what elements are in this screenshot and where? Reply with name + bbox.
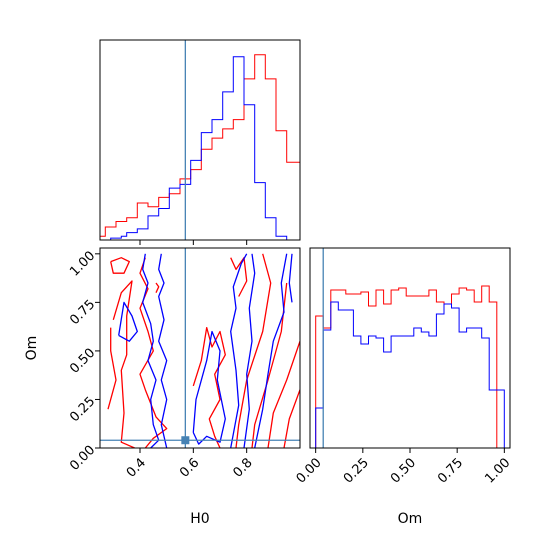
x-tick-label: 0.4 [124,455,149,480]
contour-line-series-2 [288,253,293,303]
contour-line-series-2 [118,301,138,342]
y-tick-label: 0.00 [67,443,98,474]
x-axis-label-H0: H0 [190,511,209,527]
contour-line-series-1 [235,253,272,448]
x-tick-label: 0.00 [294,455,325,486]
histogram-series-1 [100,54,300,240]
y-tick-label: 0.25 [67,394,98,425]
x-tick-label: 0.75 [435,455,466,486]
y-axis-label-Om: Om [24,336,40,361]
contour-line-series-2 [142,253,160,448]
contour-line-series-1 [155,282,160,293]
panel-hist-Om: 0.00 0.25 0.50 0.75 1.00 Om [294,247,513,527]
panel-contour-H0-Om: 0.4 0.6 0.8 0.00 0.25 0.50 0.75 1.00 H0 Om [24,247,301,527]
y-tick-label: 1.00 [67,249,98,280]
hist-H0-frame [99,39,301,241]
histogram-series-2 [100,56,300,240]
contour-line-series-1 [110,257,130,274]
x-tick-label: 0.50 [388,455,419,486]
y-tick-label: 0.50 [67,346,98,377]
contour-line-series-1 [283,389,300,448]
contour-line-series-1 [107,327,117,410]
panel-hist-H0 [99,39,301,245]
histogram-series-1 [315,285,505,448]
x-tick-label: 0.6 [177,455,202,480]
contour-line-series-1 [192,326,226,448]
contour-line-series-2 [230,253,248,448]
histogram-series-2 [315,301,505,448]
contour-line-series-2 [192,330,226,445]
contour-frame [99,247,301,449]
x-axis-label-Om: Om [398,511,423,527]
hist-Om-frame [309,247,511,449]
contour-line-series-2 [254,253,288,448]
x-tick-label: 0.25 [341,455,372,486]
x-tick-label: 1.00 [482,455,513,486]
contour-line-series-1 [112,280,135,448]
contour-line-series-2 [243,253,256,448]
x-tick-label: 0.8 [230,455,255,480]
truth-marker [181,436,190,445]
y-tick-label: 0.75 [67,297,98,328]
contour-line-series-1 [230,257,248,297]
contour-line-series-1 [267,340,300,448]
contour-line-series-2 [158,253,168,448]
